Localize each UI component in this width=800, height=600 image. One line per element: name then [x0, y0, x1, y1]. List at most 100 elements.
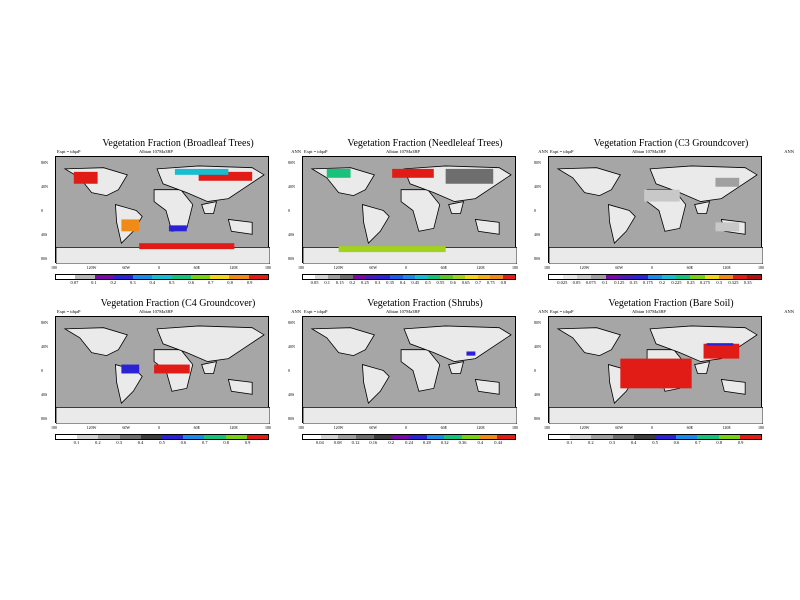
panel-title: Vegetation Fraction (Broadleaf Trees) — [102, 138, 254, 149]
colorbar-segment — [718, 275, 733, 279]
lon-tick-label: 60E — [686, 265, 694, 270]
vegetation-patch — [715, 177, 740, 187]
colorbar-tick-label: 0.8 — [223, 440, 229, 445]
continent-outline — [156, 325, 265, 362]
colorbar — [302, 434, 516, 440]
experiment-label: Expt = tdqaP — [550, 309, 574, 314]
vegetation-patch — [706, 343, 734, 346]
lon-tick-label: 180 — [544, 265, 550, 270]
age-label: Albian 107Ma3BP — [386, 149, 420, 154]
colorbar-segment — [746, 275, 762, 279]
lat-tick-label: 0 — [534, 208, 536, 213]
colorbar-tick-label: 0.2 — [388, 440, 394, 445]
continent-outline — [474, 218, 500, 235]
age-label: Albian 107Ma3BP — [386, 309, 420, 314]
colorbar-segment — [320, 435, 339, 439]
lon-tick-label: 120E — [229, 265, 238, 270]
panel-title: Vegetation Fraction (Bare Soil) — [608, 298, 734, 309]
colorbar-tick-label: 0.2 — [659, 280, 665, 285]
colorbar-segment — [390, 275, 403, 279]
colorbar-segment — [490, 275, 503, 279]
colorbar — [55, 434, 269, 440]
map-svg — [303, 325, 517, 424]
lon-tick-label: 60W — [615, 425, 624, 430]
colorbar-segment — [426, 435, 445, 439]
map-panel: Vegetation Fraction (Shrubs) Expt = tdqaP… — [288, 298, 548, 458]
colorbar-segment — [204, 435, 226, 439]
colorbar-segment — [133, 275, 153, 279]
colorbar-segment — [647, 275, 663, 279]
lon-tick-label: 120W — [333, 425, 344, 430]
colorbar-tick-label: 0.1 — [91, 280, 97, 285]
lon-tick-label: 180 — [544, 425, 550, 430]
vegetation-patch — [73, 171, 98, 184]
colorbar-tick-label: 0.08 — [333, 440, 342, 445]
colorbar-segment — [402, 275, 416, 279]
colorbar-tick-label: 0.325 — [728, 280, 739, 285]
lat-tick-label: 40S — [534, 392, 541, 397]
lon-tick-label: 180 — [298, 425, 304, 430]
colorbar-segment — [704, 275, 719, 279]
colorbar-tick-label: 0.5 — [652, 440, 658, 445]
colorbar-segment — [605, 275, 620, 279]
colorbar-tick-label: 0.15 — [335, 280, 344, 285]
colorbar-segment — [98, 435, 120, 439]
map-area — [55, 316, 270, 424]
vegetation-patch — [392, 168, 434, 178]
colorbar-segment — [697, 435, 719, 439]
colorbar-tick-label: 0.9 — [244, 440, 251, 445]
colorbar-tick-label: 0.4 — [149, 280, 156, 285]
vegetation-patch — [174, 168, 229, 175]
colorbar-tick-label: 0.4 — [137, 440, 144, 445]
panel-title: Vegetation Fraction (Needleleaf Trees) — [347, 138, 503, 149]
colorbar-tick-label: 0.3 — [609, 440, 615, 445]
colorbar-tick-label: 0.8 — [227, 280, 233, 285]
map-panel: Vegetation Fraction (C3 Groundcover) Expt… — [534, 138, 794, 298]
continent-outline — [201, 201, 218, 214]
lon-tick-label: 0 — [158, 265, 160, 270]
period-label: ANN — [291, 149, 301, 154]
colorbar-tick-label: 0.12 — [351, 440, 360, 445]
colorbar-tick-label: 0.36 — [458, 440, 467, 445]
colorbar-tick-label: 0.32 — [440, 440, 449, 445]
colorbar-tick-label: 0.05 — [572, 280, 581, 285]
colorbar-tick-label: 0.25 — [361, 280, 369, 285]
lon-tick-label: 0 — [651, 425, 653, 430]
colorbar-tick-label: 0.2 — [110, 280, 117, 285]
colorbar-segment — [409, 435, 427, 439]
colorbar-segment — [577, 275, 592, 279]
lat-tick-label: 40N — [41, 344, 48, 349]
vegetation-patch — [466, 351, 476, 356]
lat-tick-label: 80N — [534, 320, 541, 325]
lat-tick-label: 40N — [534, 184, 541, 189]
lon-tick-label: 60W — [369, 425, 378, 430]
period-label: ANN — [538, 309, 548, 314]
period-label: ANN — [784, 149, 794, 154]
colorbar-tick-label: 0.2 — [94, 440, 101, 445]
colorbar-segment — [56, 435, 78, 439]
experiment-label: Expt = tdqaP — [57, 309, 81, 314]
colorbar-tick-label: 0.1 — [324, 280, 330, 285]
colorbar-tick-label: 0.24 — [405, 440, 413, 445]
lon-tick-label: 180 — [51, 265, 57, 270]
colorbar-segment — [171, 275, 191, 279]
colorbar-tick-label: 0.3 — [130, 280, 136, 285]
vegetation-patch — [121, 219, 140, 232]
colorbar-segment — [140, 435, 163, 439]
lat-tick-label: 0 — [534, 368, 536, 373]
map-area — [302, 316, 517, 424]
colorbar — [548, 274, 762, 280]
panel-title: Vegetation Fraction (C3 Groundcover) — [593, 138, 749, 149]
colorbar-tick-label: 0.16 — [369, 440, 378, 445]
map-svg — [56, 325, 270, 424]
lat-tick-label: 80S — [534, 256, 541, 261]
lat-tick-label: 40N — [41, 184, 48, 189]
colorbar-tick-label: 0.75 — [486, 280, 495, 285]
map-area — [548, 156, 763, 264]
colorbar-tick-label: 0.1 — [566, 440, 573, 445]
colorbar-tick-label: 0.7 — [694, 440, 701, 445]
lon-tick-label: 60W — [615, 265, 624, 270]
continent-outline — [608, 204, 636, 244]
lat-tick-label: 80S — [41, 256, 48, 261]
colorbar-segment — [113, 275, 134, 279]
